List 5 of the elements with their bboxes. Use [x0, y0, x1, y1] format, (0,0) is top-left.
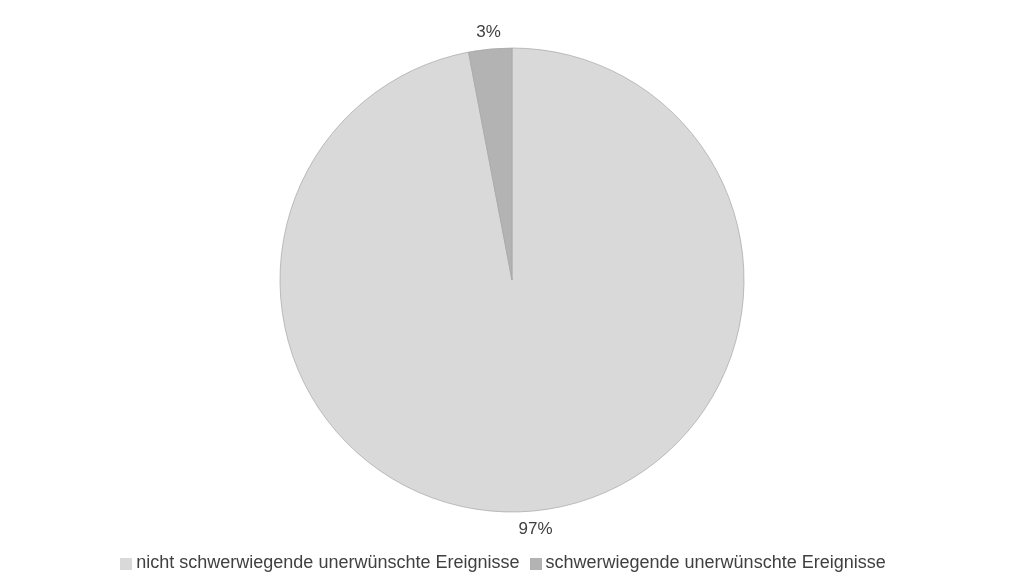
legend-label: schwerwiegende unerwünschte Ereignisse [545, 552, 886, 572]
data-label: 97% [518, 519, 553, 539]
pie-slice [279, 47, 745, 513]
legend-label: nicht schwerwiegende unerwünschte Ereignisse [136, 552, 520, 572]
data-label: 3% [476, 21, 501, 41]
